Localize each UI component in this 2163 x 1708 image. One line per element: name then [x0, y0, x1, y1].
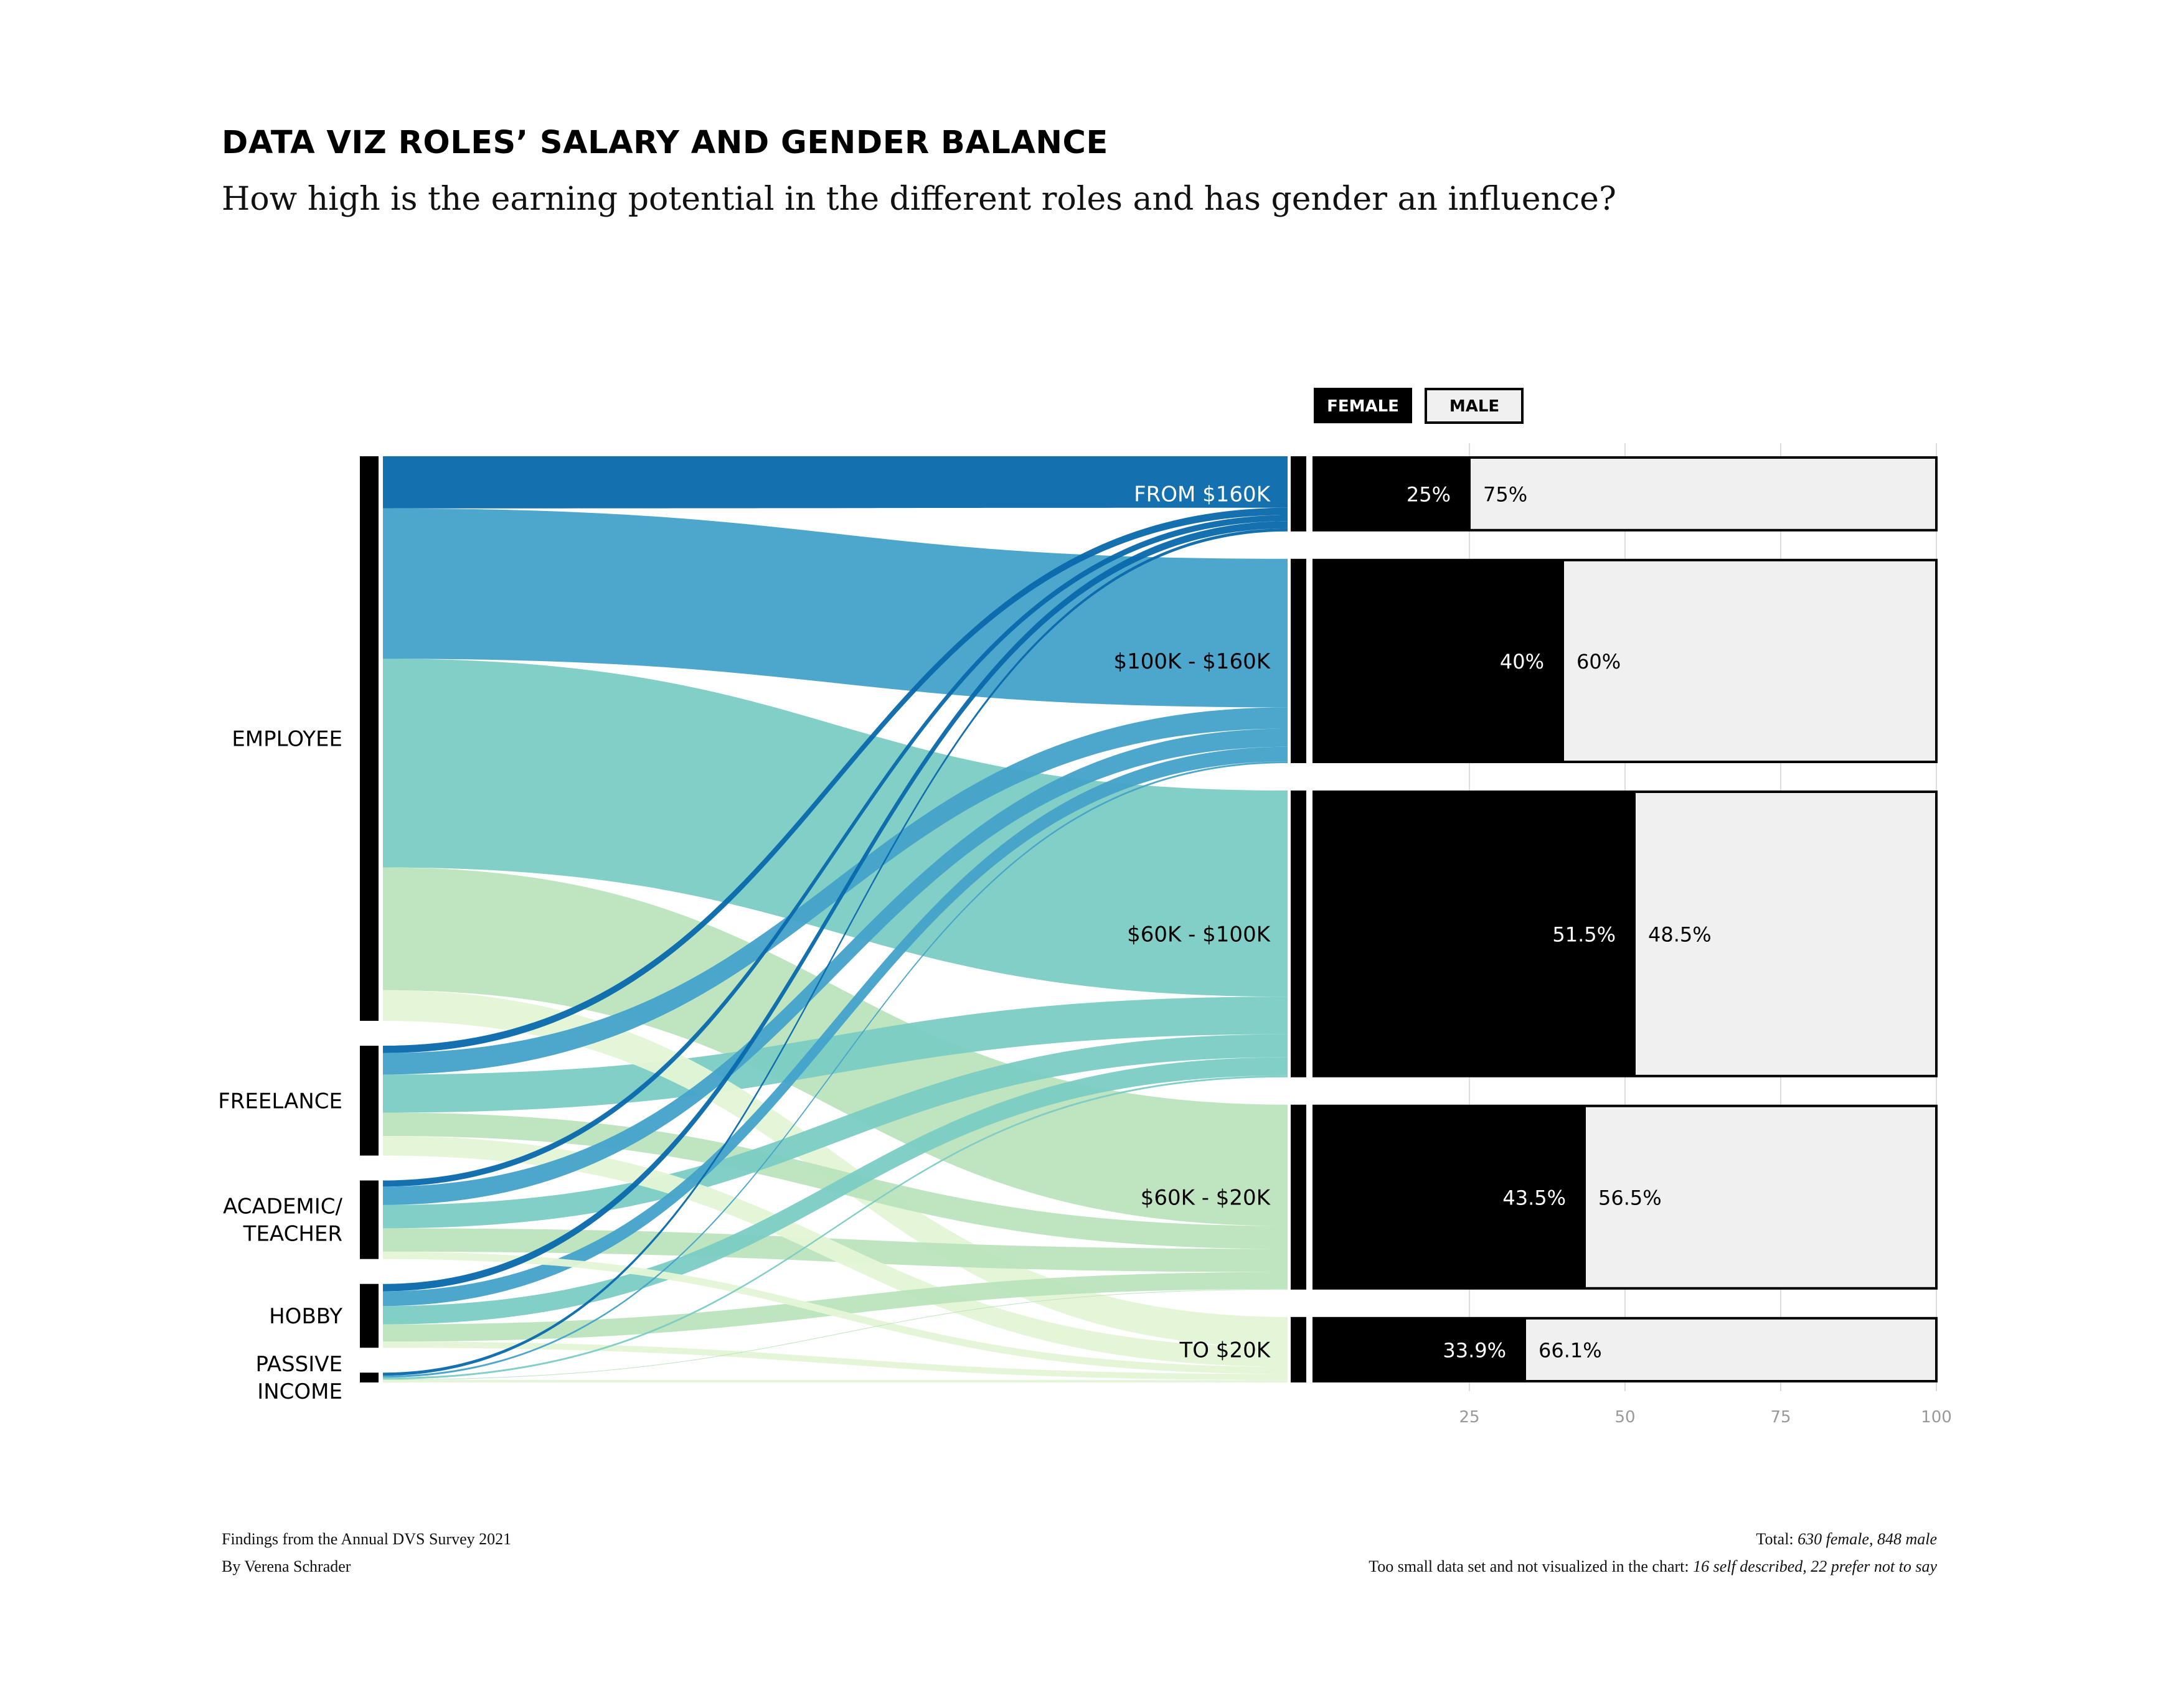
flow-hobby-to-to-20k: [383, 1341, 1288, 1381]
node-from-160k: [1291, 456, 1306, 532]
legend-female-label: FEMALE: [1327, 397, 1399, 416]
legend-female-swatch: [1314, 388, 1412, 423]
role-label-passive-income: PASSIVE INCOME: [255, 1352, 342, 1404]
flow-passive-income-to-to-20k: [383, 1380, 1288, 1382]
x-tick-50: 50: [1614, 1408, 1635, 1427]
label-male-60k-100k: 48.5%: [1648, 922, 1712, 946]
flow-academic-teacher-to-from-160k: [383, 515, 1288, 1187]
flow-employee-to-100k-160k: [383, 508, 1288, 708]
label-male-60k-20k: 56.5%: [1598, 1186, 1662, 1209]
node-100k-160k: [1291, 558, 1306, 764]
flow-hobby-to-100k-160k: [383, 746, 1288, 1307]
bar-female-to-20k: [1314, 1318, 1525, 1381]
flow-academic-teacher-to-100k-160k: [383, 728, 1288, 1205]
x-tick-100: 100: [1921, 1408, 1952, 1427]
label-female-to-20k: 33.9%: [1443, 1338, 1506, 1362]
flow-freelance-to-from-160k: [383, 507, 1288, 1053]
x-tick-75: 75: [1770, 1408, 1791, 1427]
chart-subtitle: How high is the earning potential in the…: [222, 181, 1616, 218]
node-freelance: [360, 1046, 379, 1156]
flow-employee-to-to-20k: [383, 990, 1288, 1348]
label-male-to-20k: 66.1%: [1539, 1338, 1602, 1362]
legend: FEMALE MALE: [1314, 388, 1524, 424]
node-academic-teacher: [360, 1180, 379, 1259]
role-label-hobby: HOBBY: [269, 1304, 342, 1329]
footer-note: Too small data set and not visualized in…: [1369, 1557, 1937, 1576]
node-60k-20k: [1291, 1104, 1306, 1290]
footer-note-value: 16 self described, 22 prefer not to say: [1693, 1557, 1937, 1575]
legend-male-swatch: [1425, 388, 1524, 424]
gender-bars: 25% 75% 40% 60% 51.5% 48.5% 43.5% 56.5% 33.9% 66.…: [1312, 456, 1938, 1382]
flow-passive-income-to-from-160k: [383, 528, 1288, 1376]
flow-freelance-to-100k-160k: [383, 707, 1288, 1075]
band-label-100k-160k: $100K - $160K: [1113, 649, 1271, 674]
label-male-100k-160k: 60%: [1576, 650, 1621, 673]
flow-hobby-to-60k-100k: [383, 1057, 1288, 1325]
flow-passive-income-to-60k-100k: [383, 1075, 1288, 1380]
bar-female-from-160k: [1314, 458, 1469, 530]
flow-academic-teacher-to-60k-100k: [383, 1034, 1288, 1229]
legend-male-label: MALE: [1449, 397, 1499, 416]
footer-source: Findings from the Annual DVS Survey 2021: [222, 1530, 512, 1548]
band-label-from-160k: FROM $160K: [1134, 482, 1271, 507]
x-axis: 25 50 75 100: [1459, 1408, 1951, 1427]
bar-female-60k-20k: [1314, 1105, 1585, 1288]
chart-title: DATA VIZ ROLES’ SALARY AND GENDER BALANC…: [222, 124, 1108, 161]
sankey-nodes: EMPLOYEE FREELANCE ACADEMIC/TEACHER HOBBY PA…: [218, 456, 1306, 1404]
label-female-100k-160k: 40%: [1500, 650, 1544, 673]
footer-total-value: 630 female, 848 male: [1798, 1530, 1937, 1548]
flow-academic-teacher-to-to-20k: [383, 1251, 1288, 1374]
flow-freelance-to-to-20k: [383, 1135, 1288, 1367]
flow-employee-to-from-160k: [383, 456, 1288, 509]
node-to-20k: [1291, 1316, 1306, 1382]
band-label-60k-100k: $60K - $100K: [1127, 922, 1271, 947]
band-label-60k-20k: $60K - $20K: [1141, 1185, 1271, 1210]
label-female-60k-20k: 43.5%: [1502, 1186, 1566, 1209]
footer-total-label: Total:: [1756, 1530, 1794, 1548]
node-employee: [360, 456, 379, 1021]
footer-note-label: Too small data set and not visualized in…: [1369, 1557, 1689, 1575]
role-label-employee: EMPLOYEE: [232, 727, 342, 752]
flow-passive-income-to-100k-160k: [383, 761, 1288, 1378]
role-label-freelance: FREELANCE: [218, 1089, 342, 1114]
node-60k-100k: [1291, 791, 1306, 1077]
role-label-academic-teacher: ACADEMIC/TEACHER: [223, 1194, 342, 1247]
flow-hobby-to-from-160k: [383, 521, 1288, 1292]
flow-freelance-to-60k-100k: [383, 997, 1288, 1113]
flow-employee-to-60k-100k: [383, 659, 1288, 997]
band-label-to-20k: TO $20K: [1179, 1338, 1271, 1363]
sankey-flows: [383, 456, 1288, 1382]
node-hobby: [360, 1283, 379, 1348]
bar-female-100k-160k: [1314, 560, 1563, 762]
label-female-60k-100k: 51.5%: [1552, 922, 1616, 946]
flow-passive-income-to-60k-20k: [383, 1288, 1288, 1381]
label-male-from-160k: 75%: [1483, 482, 1527, 506]
footer-author: By Verena Schrader: [222, 1557, 351, 1575]
x-tick-25: 25: [1459, 1408, 1479, 1427]
label-female-from-160k: 25%: [1407, 482, 1451, 506]
footer-total: Total: 630 female, 848 male: [1756, 1530, 1937, 1549]
node-passive-income: [360, 1372, 379, 1382]
bar-female-60k-100k: [1314, 792, 1634, 1076]
flow-hobby-to-60k-20k: [383, 1272, 1288, 1342]
